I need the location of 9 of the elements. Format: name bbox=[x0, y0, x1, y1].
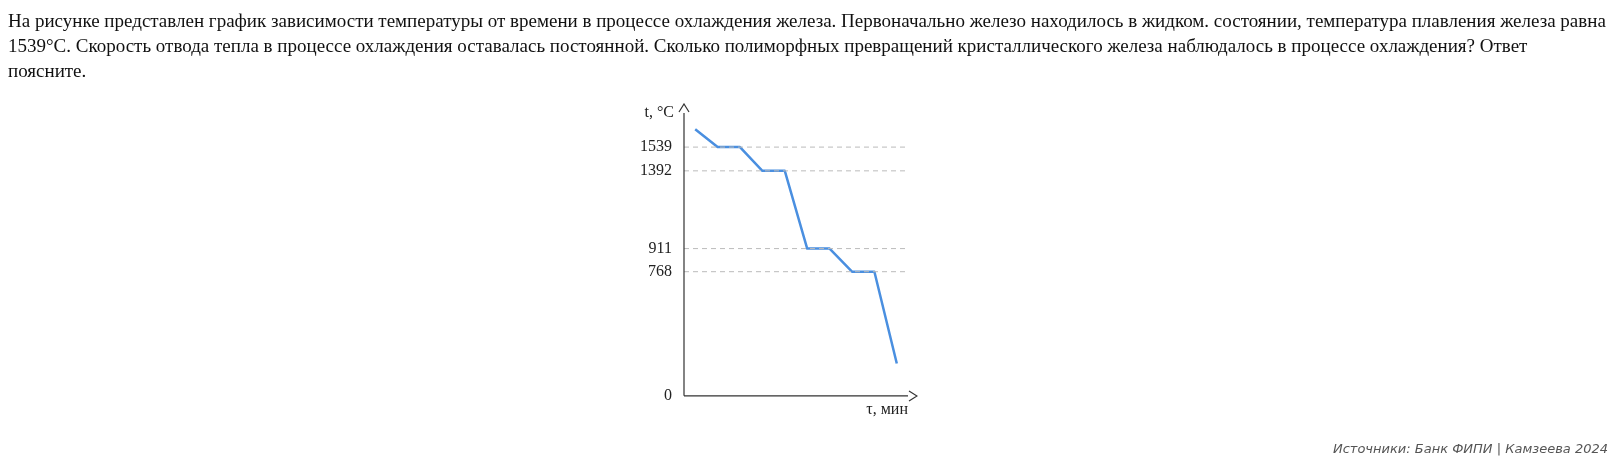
y-tick-label: 768 bbox=[648, 261, 672, 279]
y-tick-label: 0 bbox=[664, 386, 672, 403]
y-axis-title: t, °C bbox=[644, 103, 674, 121]
y-tick-label: 1539 bbox=[640, 137, 672, 155]
y-tick-label: 911 bbox=[648, 238, 672, 256]
y-tick-label: 1392 bbox=[640, 161, 672, 179]
chart-title: На рисунке представлен график зависимости температуры от времени в процессе охлаждения железа. Первоначально железо находилось в жидком. состоянии, температура плавления железа равна 1539°C. Скорость отвода тепла в процессе охлаждения оставалась постоянной. Сколько полиморфных превращений кристаллического железа наблюдалось в процессе охлаждения? Ответ поясните. bbox=[8, 9, 1607, 83]
x-axis-title: τ, мин bbox=[866, 399, 909, 417]
text: Источники: Банк ФИПИ | Камзеева 2024 bbox=[1332, 441, 1608, 456]
